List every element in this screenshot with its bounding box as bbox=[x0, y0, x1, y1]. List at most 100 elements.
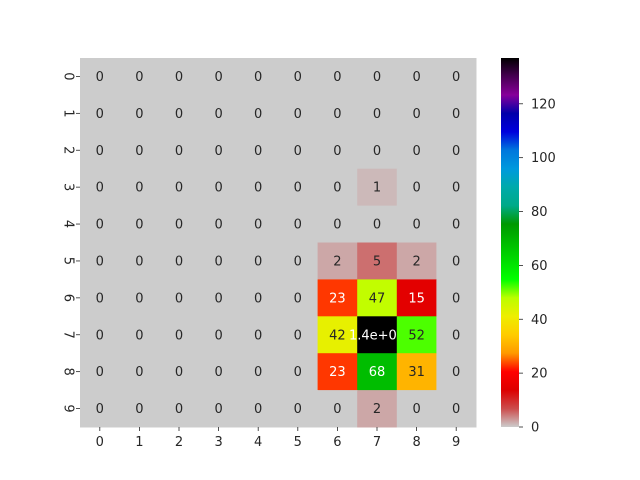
cell-value-label: 52 bbox=[408, 328, 425, 343]
cell-value-label: 0 bbox=[254, 144, 262, 159]
cell-value-label: 0 bbox=[135, 70, 143, 85]
heatmap-cell bbox=[396, 279, 437, 317]
cell-value-label: 0 bbox=[294, 328, 302, 343]
cell-value-label: 0 bbox=[333, 181, 341, 196]
cell-value-label: 0 bbox=[254, 70, 262, 85]
heatmap-cell bbox=[80, 353, 121, 391]
heatmap-cell bbox=[357, 58, 398, 96]
cell-value-label: 0 bbox=[135, 254, 143, 269]
heatmap-cell bbox=[396, 205, 437, 243]
colorbar-tick-label: 0 bbox=[531, 421, 539, 436]
cell-value-label: 5 bbox=[373, 254, 381, 269]
heatmap-cell bbox=[80, 316, 121, 354]
heatmap-cell bbox=[80, 168, 121, 207]
heatmap-cell bbox=[198, 279, 239, 317]
heatmap-cell bbox=[436, 131, 477, 170]
colorbar-tick-label: 20 bbox=[531, 367, 548, 382]
cell-value-label: 0 bbox=[452, 328, 460, 343]
cell-value-label: 0 bbox=[96, 107, 104, 122]
colorbar-gradient bbox=[501, 58, 519, 427]
heatmap-cell bbox=[238, 205, 279, 243]
cell-value-label: 0 bbox=[294, 218, 302, 233]
cell-value-label: 0 bbox=[214, 328, 222, 343]
cell-value-label: 0 bbox=[175, 144, 183, 159]
cell-value-label: 0 bbox=[412, 218, 420, 233]
heatmap-cell bbox=[317, 94, 358, 133]
heatmap-cell bbox=[119, 242, 160, 280]
cell-value-label: 0 bbox=[96, 291, 104, 306]
y-tick-label: 2 bbox=[61, 146, 76, 154]
y-tick-label: 5 bbox=[61, 257, 76, 265]
heatmap-cell bbox=[396, 316, 437, 354]
cell-value-label: 0 bbox=[452, 107, 460, 122]
x-axis-ticks: 0 1 2 3 4 5 6 7 8 9 bbox=[96, 427, 460, 450]
heatmap-cell bbox=[80, 390, 121, 428]
heatmap-cell bbox=[396, 131, 437, 170]
heatmap-cell bbox=[80, 279, 121, 317]
heatmap-cell bbox=[119, 353, 160, 391]
cell-value-label: 0 bbox=[135, 107, 143, 122]
heatmap-cell bbox=[436, 390, 477, 428]
cell-value-label: 0 bbox=[96, 328, 104, 343]
heatmap-cell bbox=[238, 279, 279, 317]
x-tick-label: 8 bbox=[412, 435, 420, 450]
heatmap-cell bbox=[238, 168, 279, 207]
y-tick-label: 4 bbox=[61, 220, 76, 228]
cell-value-label: 0 bbox=[135, 181, 143, 196]
heatmap-cell bbox=[278, 316, 319, 354]
y-tick-label: 1 bbox=[61, 109, 76, 117]
heatmap-cell bbox=[198, 131, 239, 170]
heatmap-cell bbox=[396, 58, 437, 96]
cell-value-label: 0 bbox=[373, 218, 381, 233]
heatmap-cell bbox=[159, 131, 200, 170]
heatmap-cell bbox=[278, 94, 319, 133]
heatmap-cell bbox=[159, 390, 200, 428]
cell-value-label: 0 bbox=[412, 70, 420, 85]
cell-value-label: 0 bbox=[294, 254, 302, 269]
y-tick-label: 7 bbox=[61, 331, 76, 339]
cell-value-label: 0 bbox=[294, 181, 302, 196]
cell-value-label: 0 bbox=[333, 218, 341, 233]
heatmap-cell bbox=[238, 131, 279, 170]
heatmap-cell bbox=[396, 242, 437, 280]
cell-value-label: 0 bbox=[333, 70, 341, 85]
cell-value-label: 0 bbox=[175, 218, 183, 233]
heatmap-cell bbox=[198, 58, 239, 96]
heatmap-cell bbox=[278, 131, 319, 170]
heatmap-cell bbox=[80, 94, 121, 133]
colorbar-tick-label: 60 bbox=[531, 259, 548, 274]
heatmap-cell bbox=[436, 168, 477, 207]
cell-value-label: 0 bbox=[135, 218, 143, 233]
cell-value-label: 31 bbox=[408, 365, 425, 380]
x-tick-label: 7 bbox=[373, 435, 381, 450]
heatmap-cell bbox=[198, 316, 239, 354]
heatmap-cell bbox=[238, 390, 279, 428]
cell-value-label: 0 bbox=[452, 254, 460, 269]
cell-value-label: 0 bbox=[96, 181, 104, 196]
heatmap-cell bbox=[159, 242, 200, 280]
colorbar-tick-label: 120 bbox=[531, 97, 556, 112]
cell-value-label: 0 bbox=[294, 365, 302, 380]
heatmap-cell bbox=[159, 205, 200, 243]
heatmap-cell bbox=[317, 131, 358, 170]
heatmap-cell bbox=[159, 279, 200, 317]
heatmap-cell bbox=[80, 131, 121, 170]
heatmap-cell bbox=[396, 94, 437, 133]
cell-value-label: 0 bbox=[96, 402, 104, 417]
cell-value-label: 0 bbox=[175, 254, 183, 269]
cell-value-label: 0 bbox=[333, 107, 341, 122]
cell-value-label: 0 bbox=[214, 254, 222, 269]
heatmap-cell bbox=[357, 316, 398, 354]
heatmap-cell bbox=[357, 390, 398, 428]
cell-value-label: 2 bbox=[412, 254, 420, 269]
cell-value-label: 0 bbox=[452, 70, 460, 85]
y-tick-label: 8 bbox=[61, 368, 76, 376]
heatmap-cell bbox=[357, 168, 398, 207]
cell-value-label: 0 bbox=[412, 107, 420, 122]
cell-value-label: 1.4e+02 bbox=[349, 328, 405, 343]
heatmap-cell bbox=[278, 390, 319, 428]
cell-value-label: 23 bbox=[329, 291, 346, 306]
x-tick-label: 0 bbox=[96, 435, 104, 450]
cell-value-label: 0 bbox=[452, 181, 460, 196]
y-tick-label: 6 bbox=[61, 294, 76, 302]
